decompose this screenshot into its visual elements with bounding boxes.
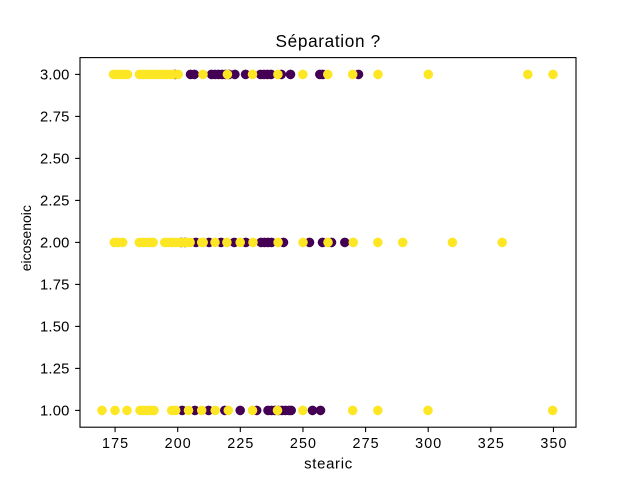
svg-text:2.50: 2.50 bbox=[40, 151, 70, 167]
svg-text:275: 275 bbox=[353, 436, 380, 452]
svg-text:300: 300 bbox=[415, 436, 442, 452]
svg-text:2.75: 2.75 bbox=[40, 109, 70, 125]
svg-text:325: 325 bbox=[478, 436, 505, 452]
svg-text:1.25: 1.25 bbox=[40, 361, 70, 377]
svg-text:350: 350 bbox=[540, 436, 567, 452]
svg-text:1.00: 1.00 bbox=[40, 403, 70, 419]
svg-text:Séparation ?: Séparation ? bbox=[276, 31, 381, 51]
svg-text:2.00: 2.00 bbox=[40, 235, 70, 251]
svg-text:eicosenoic: eicosenoic bbox=[18, 205, 34, 271]
svg-text:1.75: 1.75 bbox=[40, 277, 70, 293]
svg-text:1.50: 1.50 bbox=[40, 319, 70, 335]
svg-text:200: 200 bbox=[165, 436, 192, 452]
svg-text:stearic: stearic bbox=[304, 457, 353, 473]
svg-text:175: 175 bbox=[102, 436, 129, 452]
svg-text:250: 250 bbox=[290, 436, 317, 452]
svg-text:3.00: 3.00 bbox=[40, 67, 70, 83]
svg-text:2.25: 2.25 bbox=[40, 193, 70, 209]
svg-text:225: 225 bbox=[227, 436, 254, 452]
